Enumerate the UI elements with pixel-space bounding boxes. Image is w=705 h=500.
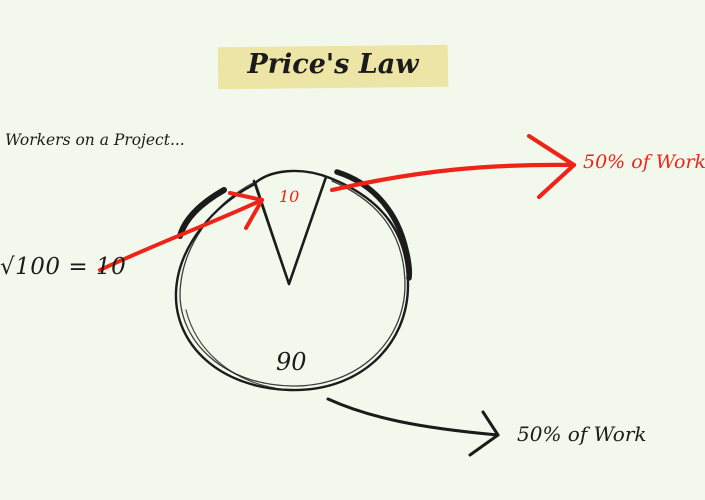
diagram-subtitle: Workers on a Project... [5,131,185,149]
red-output-arrow [329,133,577,200]
red-input-arrow [98,191,264,272]
diagram-title: Price's Law [247,49,419,80]
rest-value-label: 90 [276,348,307,376]
equation-label: √100 = 10 [0,254,127,280]
black-output-arrow [326,397,500,457]
wedge-value-label: 10 [279,187,300,206]
bottom-arrow-label: 50% of Work [517,422,647,446]
top-arrow-label: 50% of Work [583,151,705,173]
